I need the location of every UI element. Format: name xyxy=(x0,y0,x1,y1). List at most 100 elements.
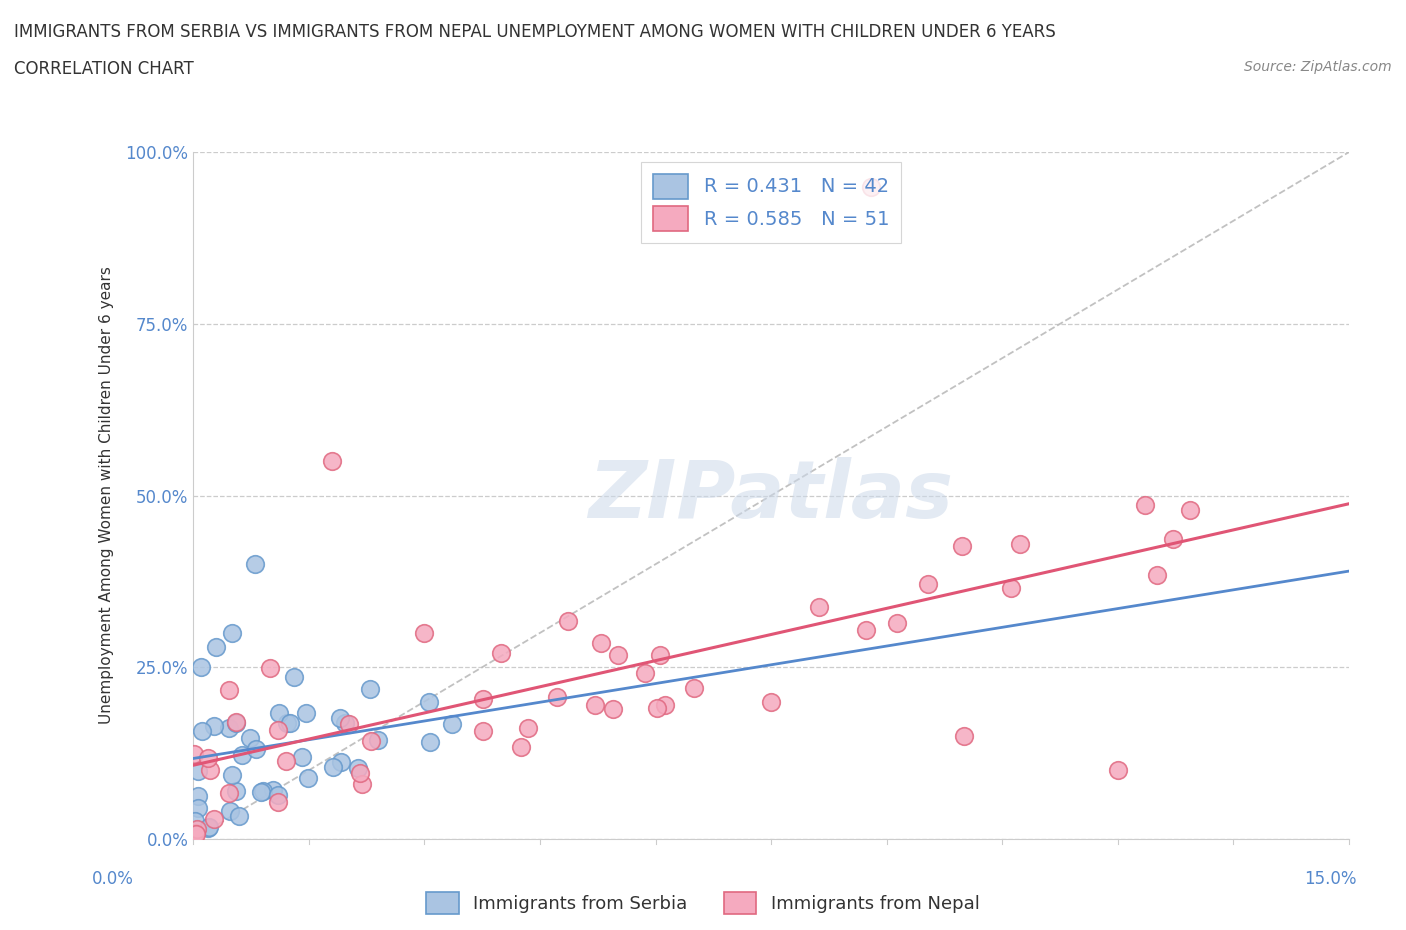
Point xyxy=(267,787,290,802)
Point xyxy=(654,698,676,712)
Point xyxy=(218,721,240,736)
Point xyxy=(291,750,314,764)
Point xyxy=(221,626,243,641)
Point xyxy=(278,715,301,730)
Point xyxy=(337,716,360,731)
Point xyxy=(472,691,495,706)
Point xyxy=(419,735,441,750)
Y-axis label: Unemployment Among Women with Children Under 6 years: Unemployment Among Women with Children U… xyxy=(100,267,114,724)
Point xyxy=(360,734,382,749)
Point xyxy=(1000,581,1022,596)
Point xyxy=(807,600,830,615)
Point xyxy=(225,716,247,731)
Point xyxy=(218,683,240,698)
Point xyxy=(187,789,209,804)
Point xyxy=(297,771,319,786)
Point xyxy=(952,728,974,743)
Point xyxy=(219,804,242,818)
Point xyxy=(1146,567,1168,582)
Point xyxy=(917,577,939,591)
Point xyxy=(262,783,284,798)
Point xyxy=(886,616,908,631)
Point xyxy=(276,753,298,768)
Text: 15.0%: 15.0% xyxy=(1305,870,1357,887)
Point xyxy=(950,538,973,553)
Point xyxy=(197,751,219,765)
Text: 0.0%: 0.0% xyxy=(91,870,134,887)
Point xyxy=(186,801,208,816)
Point xyxy=(221,767,243,782)
Point xyxy=(860,179,883,194)
Point xyxy=(184,814,207,829)
Point xyxy=(1178,503,1201,518)
Point xyxy=(225,714,247,729)
Point xyxy=(589,635,612,650)
Point xyxy=(602,702,624,717)
Point xyxy=(252,783,274,798)
Point xyxy=(517,721,540,736)
Point xyxy=(267,705,290,720)
Point xyxy=(184,826,207,841)
Point xyxy=(198,820,221,835)
Point xyxy=(295,706,318,721)
Point xyxy=(333,716,356,731)
Text: CORRELATION CHART: CORRELATION CHART xyxy=(14,60,194,78)
Point xyxy=(472,724,495,738)
Point xyxy=(648,648,671,663)
Point xyxy=(283,670,305,684)
Point xyxy=(855,622,877,637)
Point xyxy=(250,784,273,799)
Point xyxy=(352,777,374,791)
Legend: R = 0.431   N = 42, R = 0.585   N = 51: R = 0.431 N = 42, R = 0.585 N = 51 xyxy=(641,162,901,243)
Point xyxy=(239,731,262,746)
Point xyxy=(267,794,290,809)
Point xyxy=(184,826,207,841)
Point xyxy=(267,723,290,737)
Point xyxy=(228,808,250,823)
Point xyxy=(583,698,606,712)
Point xyxy=(190,659,212,674)
Point xyxy=(367,733,389,748)
Point xyxy=(322,760,344,775)
Point xyxy=(225,784,247,799)
Point xyxy=(645,701,668,716)
Point xyxy=(359,681,381,696)
Point xyxy=(491,646,513,661)
Point xyxy=(546,690,568,705)
Point xyxy=(231,747,253,762)
Point xyxy=(276,715,298,730)
Point xyxy=(218,785,240,800)
Point xyxy=(607,647,630,662)
Point xyxy=(330,754,353,769)
Point xyxy=(1107,763,1129,777)
Point xyxy=(259,660,281,675)
Text: ZIPatlas: ZIPatlas xyxy=(589,457,953,535)
Point xyxy=(349,765,371,780)
Point xyxy=(347,761,370,776)
Text: Source: ZipAtlas.com: Source: ZipAtlas.com xyxy=(1244,60,1392,74)
Point xyxy=(683,681,706,696)
Legend: Immigrants from Serbia, Immigrants from Nepal: Immigrants from Serbia, Immigrants from … xyxy=(419,884,987,921)
Point xyxy=(202,718,225,733)
Point xyxy=(186,821,208,836)
Point xyxy=(557,613,579,628)
Point xyxy=(329,711,352,725)
Point xyxy=(205,639,228,654)
Point xyxy=(187,764,209,778)
Point xyxy=(759,694,782,709)
Point xyxy=(1008,537,1031,551)
Point xyxy=(243,557,266,572)
Point xyxy=(634,666,657,681)
Point xyxy=(198,763,221,777)
Point xyxy=(413,626,436,641)
Point xyxy=(321,454,343,469)
Point xyxy=(191,724,214,738)
Point xyxy=(245,741,267,756)
Point xyxy=(440,717,463,732)
Point xyxy=(510,739,533,754)
Point xyxy=(1133,498,1156,512)
Point xyxy=(183,747,205,762)
Point xyxy=(197,820,219,835)
Point xyxy=(202,811,225,826)
Point xyxy=(418,695,440,710)
